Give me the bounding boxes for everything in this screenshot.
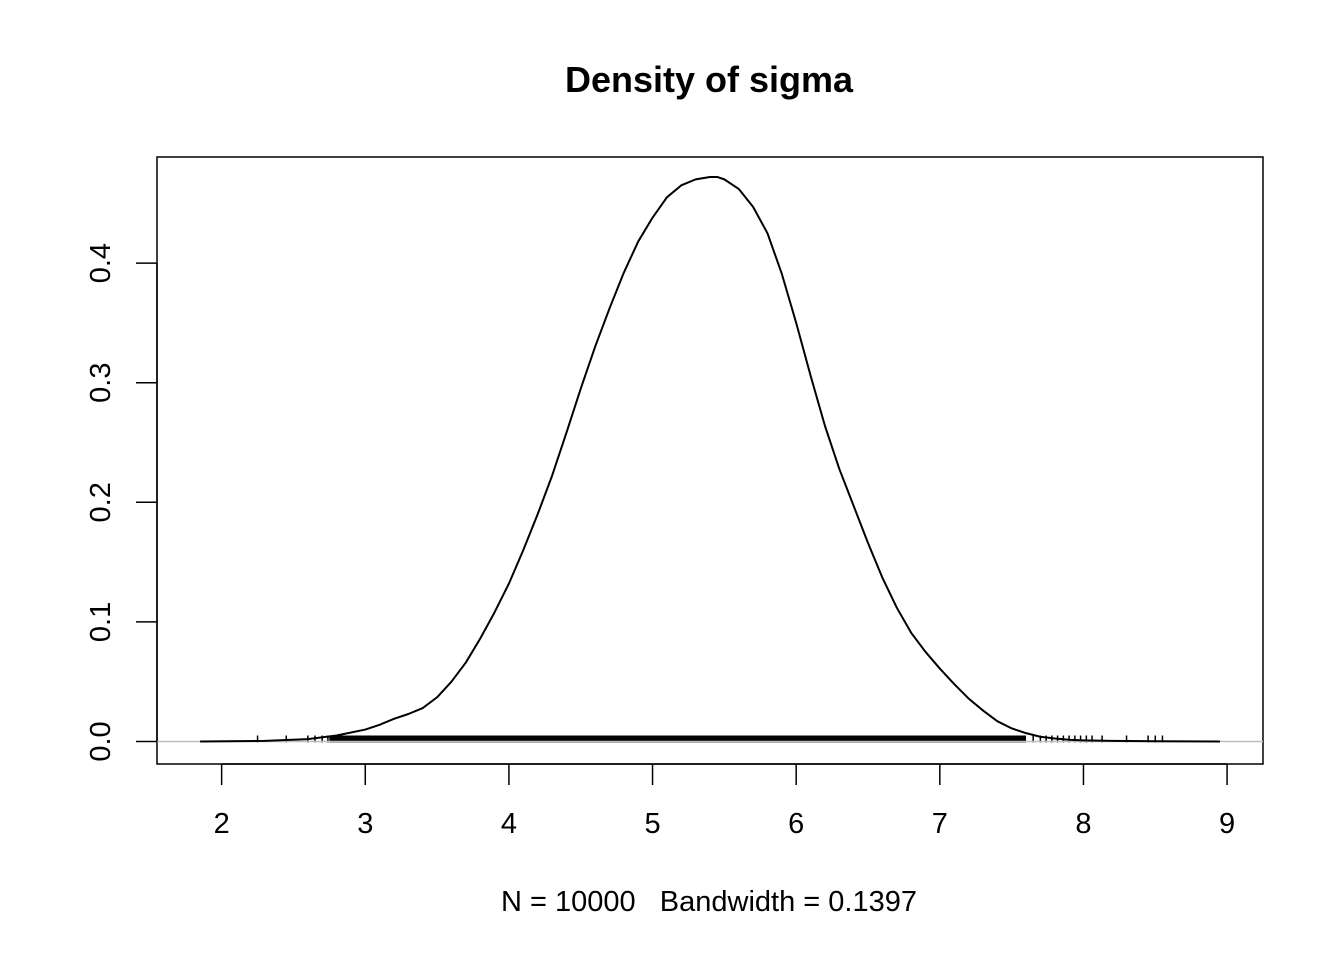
x-tick-label: 7 [932,808,948,840]
x-tick-label: 8 [1075,808,1091,840]
y-tick-label: 0.2 [85,482,117,522]
chart-title: Density of sigma [565,59,854,100]
x-tick-label: 5 [644,808,660,840]
x-tick-label: 3 [357,808,373,840]
y-tick-label: 0.3 [85,363,117,403]
x-axis: 2 3 4 5 6 7 8 9 [214,763,1235,840]
x-tick-label: 6 [788,808,804,840]
x-tick-label: 9 [1219,808,1235,840]
y-axis: 0.0 0.1 0.2 0.3 0.4 [85,243,158,762]
y-tick-label: 0.0 [85,721,117,761]
y-tick-label: 0.1 [85,602,117,642]
plot-frame [156,156,1264,765]
x-axis-label: N = 10000 Bandwidth = 0.1397 [501,886,917,918]
y-tick-label: 0.4 [85,243,117,283]
line-layer [200,175,1220,743]
x-tick-label: 2 [214,808,230,840]
density-line [200,175,1220,743]
x-tick-label: 4 [501,808,517,840]
rug-band [329,735,1026,743]
